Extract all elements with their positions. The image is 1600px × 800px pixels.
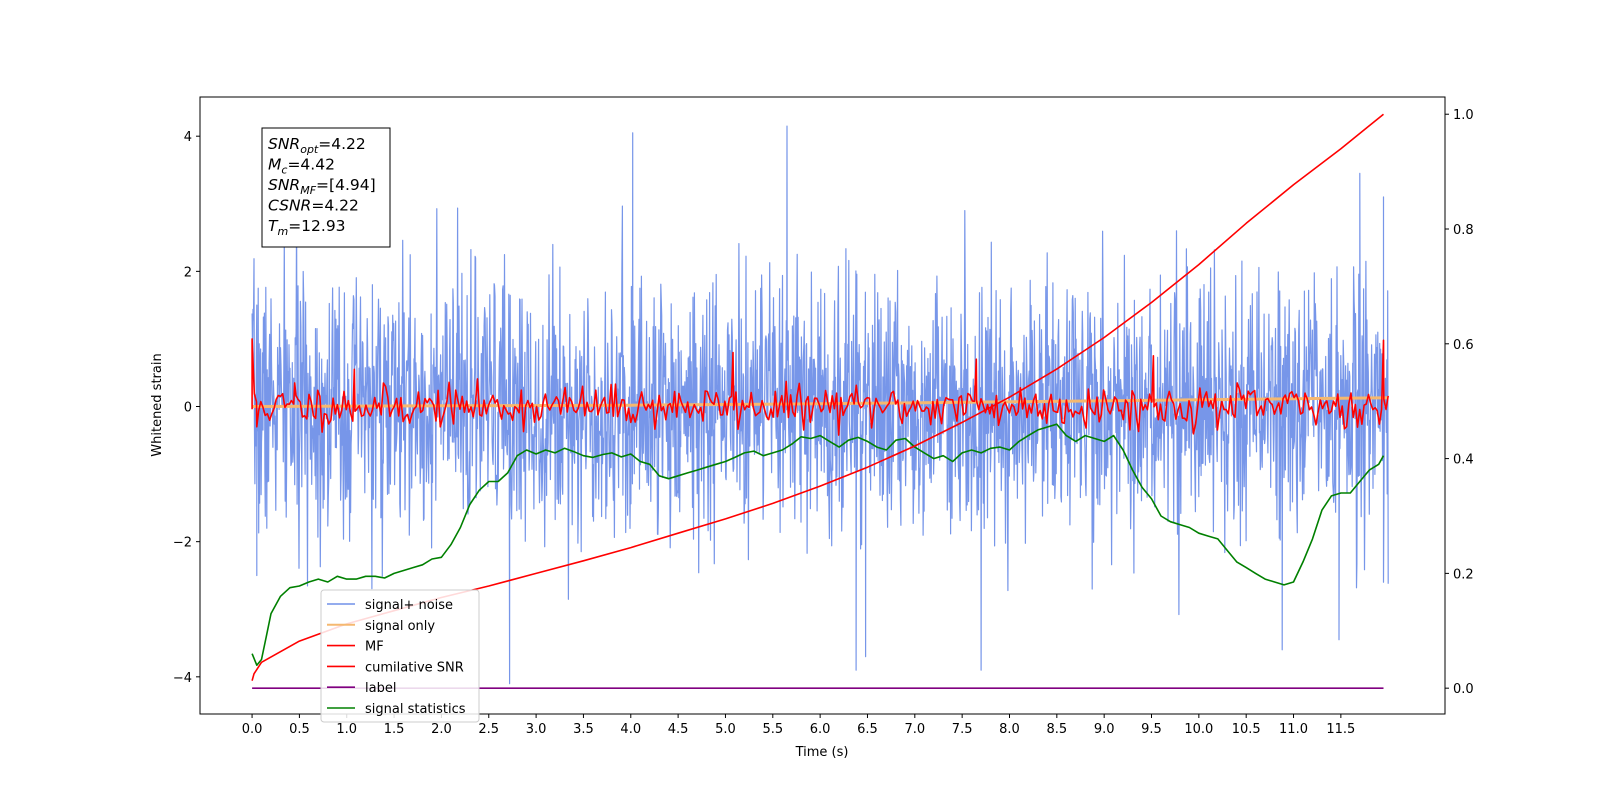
annotation-subscript: c bbox=[281, 164, 287, 177]
y-axis-left: −4 −2 0 2 4 bbox=[173, 130, 200, 686]
annotation-frame bbox=[261, 127, 391, 248]
annotation-line: SNRMF=[4.94] bbox=[268, 176, 376, 197]
annotation-line: Mc=4.42 bbox=[268, 156, 335, 177]
x-tick-label: 11.0 bbox=[1279, 722, 1308, 737]
y-tick-label: 0 bbox=[184, 401, 192, 416]
series-layer bbox=[251, 113, 1389, 689]
y2-tick-label: 0.8 bbox=[1453, 223, 1474, 238]
annotation-value: =12.93 bbox=[288, 217, 345, 235]
legend-label: cumilative SNR bbox=[365, 660, 464, 675]
x-tick-label: 4.5 bbox=[668, 722, 689, 737]
y2-tick-label: 0.4 bbox=[1453, 453, 1474, 468]
annotation-variable: CSNR bbox=[268, 197, 311, 215]
x-tick-label: 8.5 bbox=[1046, 722, 1067, 737]
x-tick-label: 11.5 bbox=[1326, 722, 1355, 737]
annotation-subscript: m bbox=[277, 225, 288, 238]
x-tick-label: 1.5 bbox=[384, 722, 405, 737]
x-tick-label: 3.0 bbox=[526, 722, 547, 737]
annotation-value: =4.42 bbox=[287, 156, 335, 174]
x-tick-label: 2.0 bbox=[431, 722, 452, 737]
series-line-mf bbox=[251, 338, 1389, 436]
x-axis: 0.0 0.5 1.0 1.5 2.0 2.5 3.0 3.5 4.0 4.5 5.0 5.5 6.0 6… bbox=[242, 714, 1355, 737]
series-line-signal-noise bbox=[251, 125, 1389, 685]
x-tick-label: 0.0 bbox=[242, 722, 263, 737]
x-tick-label: 1.0 bbox=[336, 722, 357, 737]
y-tick-label: 2 bbox=[184, 265, 192, 280]
y2-tick-label: 0.2 bbox=[1453, 567, 1474, 582]
annotation-line: Tm=12.93 bbox=[268, 217, 346, 238]
x-tick-label: 7.0 bbox=[904, 722, 925, 737]
x-tick-label: 4.0 bbox=[620, 722, 641, 737]
y-tick-label: 4 bbox=[184, 130, 192, 145]
annotation-variable: T bbox=[268, 217, 279, 235]
annotation-value: =4.22 bbox=[318, 135, 366, 153]
legend-label: signal statistics bbox=[365, 702, 466, 717]
x-tick-label: 9.5 bbox=[1141, 722, 1162, 737]
legend-label: signal+ noise bbox=[365, 598, 453, 613]
legend-frame bbox=[320, 589, 480, 723]
annotation-subscript: MF bbox=[300, 184, 316, 197]
x-tick-label: 6.0 bbox=[810, 722, 831, 737]
x-tick-label: 6.5 bbox=[857, 722, 878, 737]
legend-label: MF bbox=[365, 640, 384, 655]
y2-tick-label: 1.0 bbox=[1453, 108, 1474, 123]
y2-tick-label: 0.6 bbox=[1453, 338, 1474, 353]
annotation-variable: SNR bbox=[268, 176, 300, 194]
annotation-value: =[4.94] bbox=[316, 176, 376, 194]
x-tick-label: 2.5 bbox=[478, 722, 499, 737]
annotation-subscript: opt bbox=[300, 143, 319, 156]
x-tick-label: 10.5 bbox=[1232, 722, 1261, 737]
y-tick-label: −4 bbox=[173, 671, 192, 686]
annotation-variable: SNR bbox=[268, 135, 300, 153]
annotation-line: SNRopt=4.22 bbox=[268, 135, 366, 156]
y2-tick-label: 0.0 bbox=[1453, 682, 1474, 697]
x-tick-label: 0.5 bbox=[289, 722, 310, 737]
legend-label: signal only bbox=[365, 619, 435, 634]
annotation-line: CSNR=4.22 bbox=[268, 197, 359, 215]
annotation-value: =4.22 bbox=[311, 197, 359, 215]
x-tick-label: 8.0 bbox=[999, 722, 1020, 737]
y-tick-label: −2 bbox=[173, 536, 192, 551]
x-tick-label: 10.0 bbox=[1184, 722, 1213, 737]
x-tick-label: 5.5 bbox=[762, 722, 783, 737]
y-axis-right: 0.0 0.2 0.4 0.6 0.8 1.0 bbox=[1445, 108, 1474, 697]
x-tick-label: 3.5 bbox=[573, 722, 594, 737]
x-axis-label: Time (s) bbox=[795, 745, 849, 760]
plot-frame bbox=[199, 96, 1446, 715]
stats-annotation-box: SNRopt=4.22Mc=4.42SNRMF=[4.94]CSNR=4.22T… bbox=[261, 127, 391, 248]
legend-label: label bbox=[365, 681, 396, 696]
annotation-variable: M bbox=[268, 156, 281, 174]
x-tick-label: 9.0 bbox=[1094, 722, 1115, 737]
legend: signal+ noise signal only MF cumilative SNR… bbox=[320, 589, 480, 723]
series-line-signal-statistics bbox=[251, 423, 1385, 666]
x-tick-label: 5.0 bbox=[715, 722, 736, 737]
x-tick-label: 7.5 bbox=[952, 722, 973, 737]
y-axis-label: Whitened strain bbox=[150, 353, 165, 456]
